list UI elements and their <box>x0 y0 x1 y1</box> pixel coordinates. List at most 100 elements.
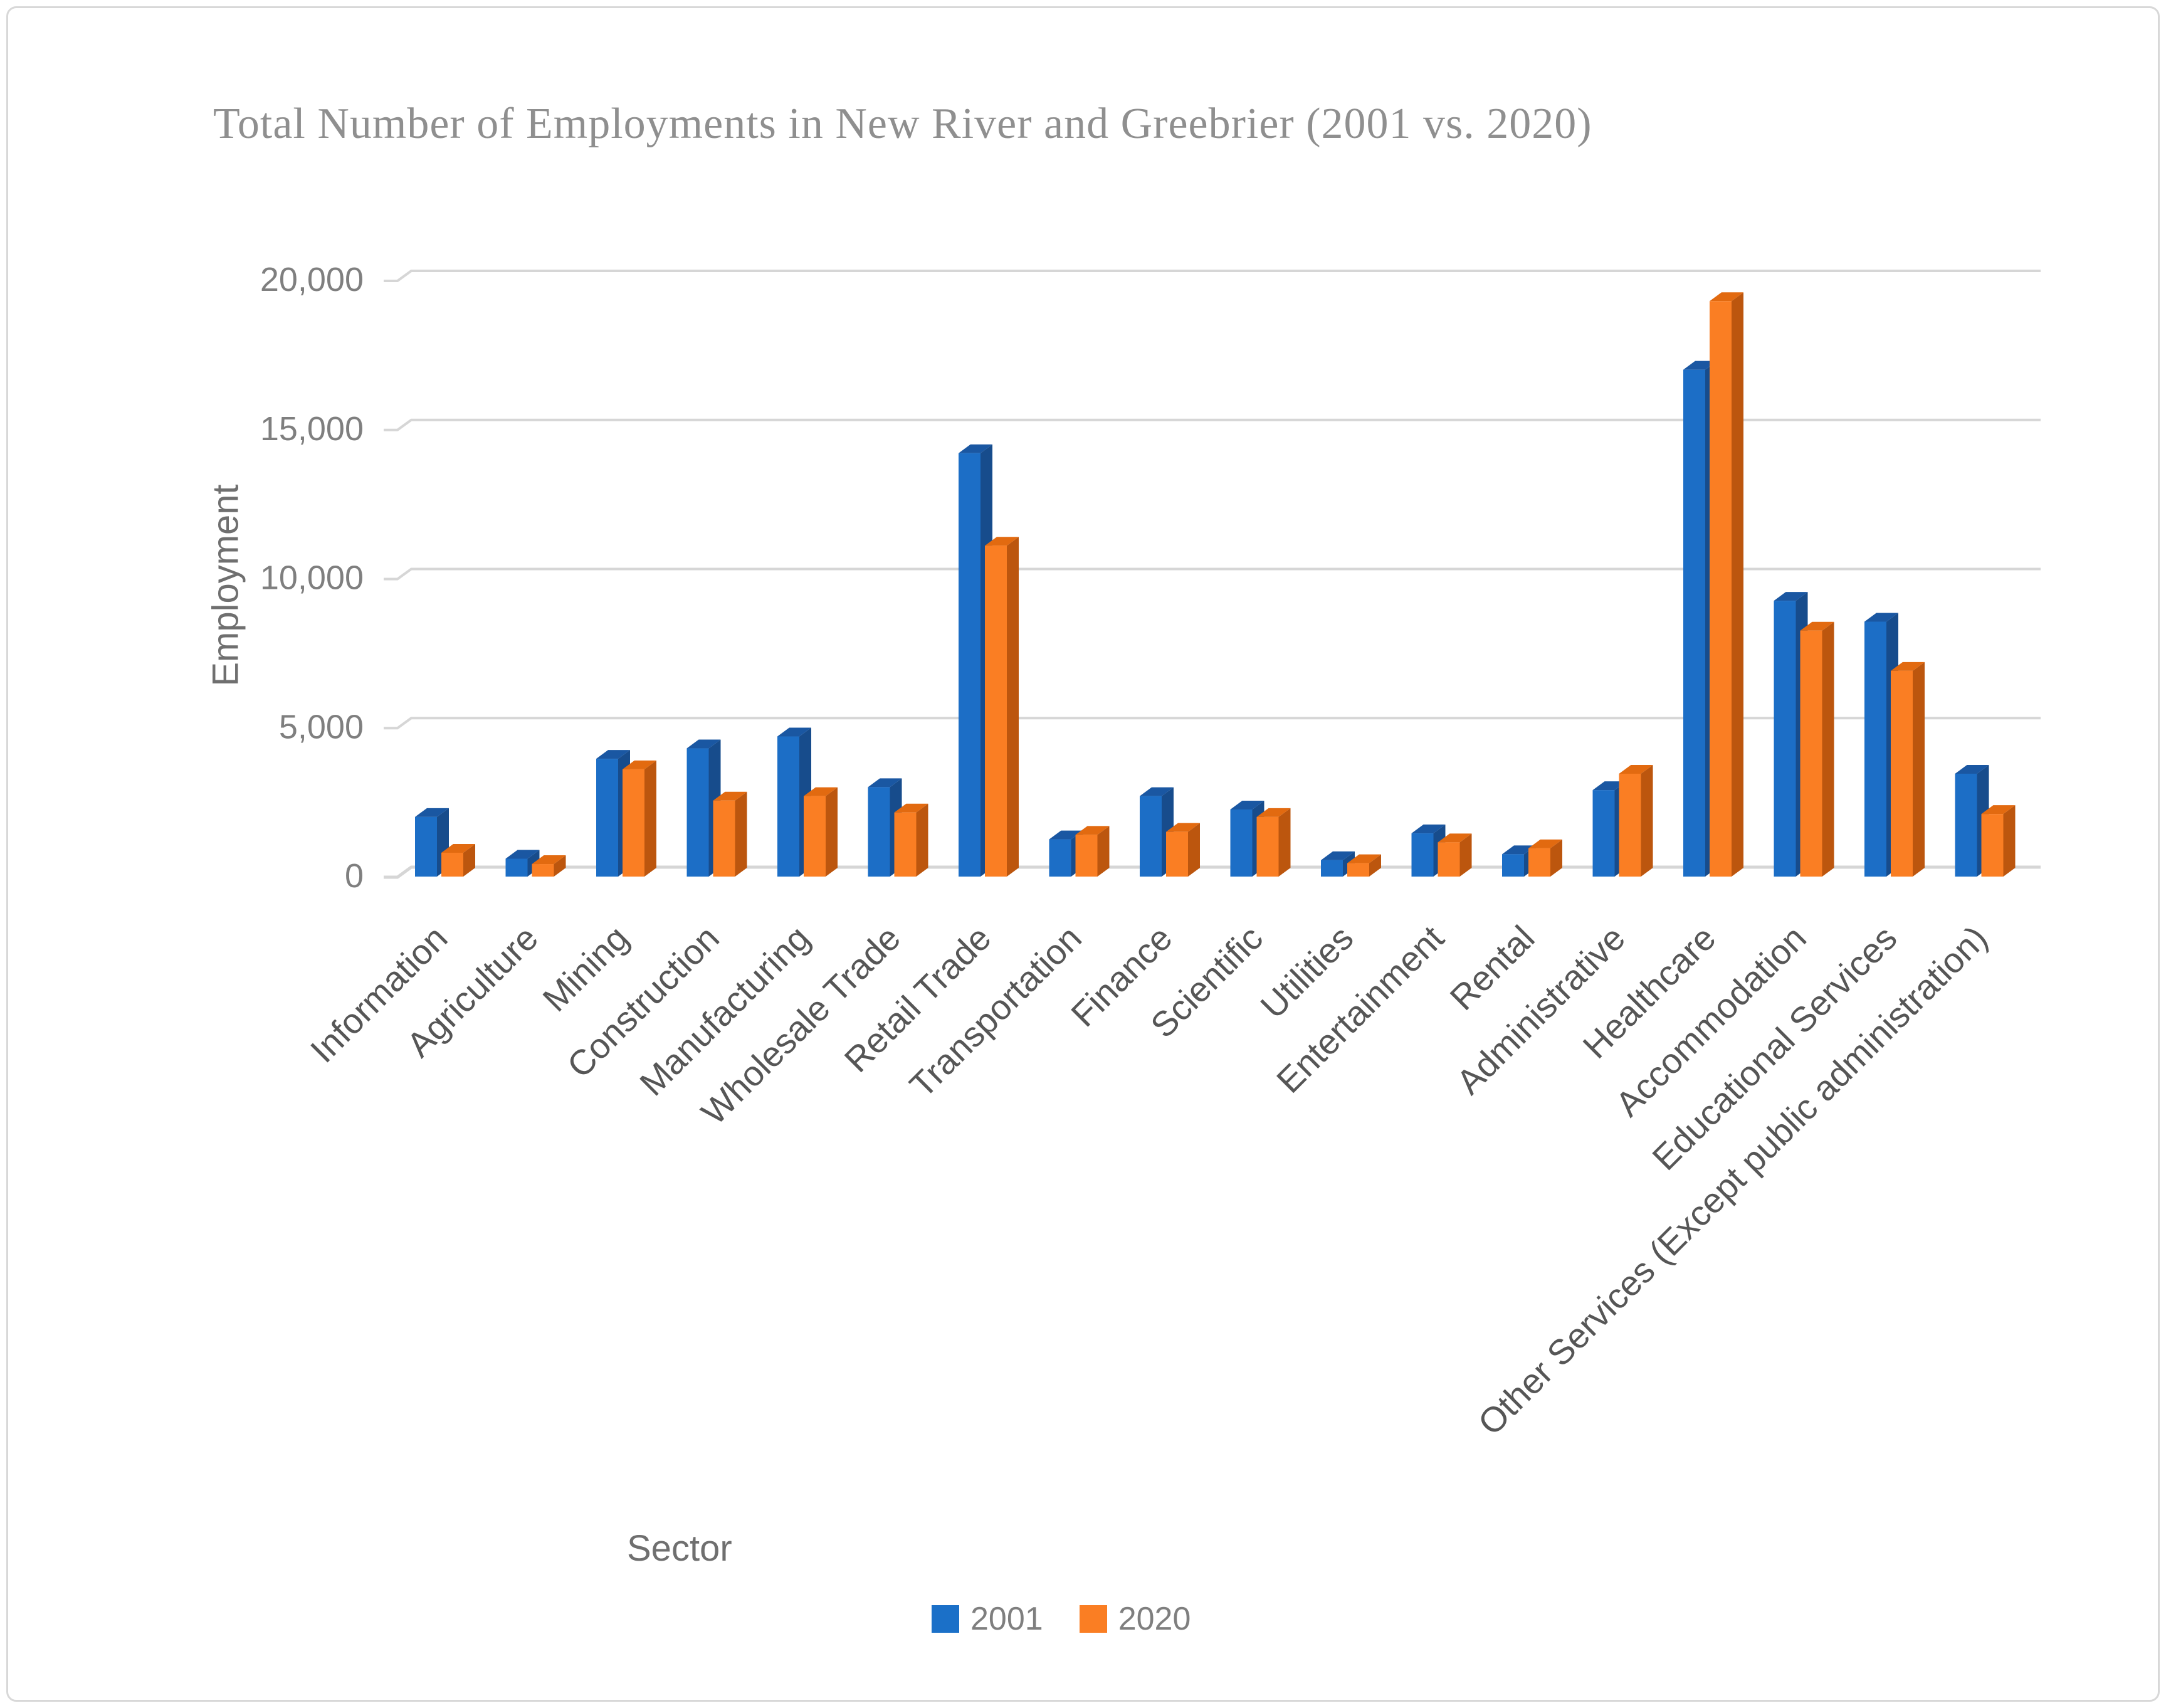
bar-2001-healthcare-top <box>1683 361 1717 370</box>
bar-2001-retail-trade <box>959 453 980 877</box>
bar-2020-mining-top <box>623 760 656 769</box>
bar-2020-information-top <box>441 843 475 853</box>
bar-2020-mining-side <box>644 760 656 877</box>
bar-2020-retail-trade <box>985 546 1007 877</box>
legend: 2001 2020 <box>932 1600 1191 1638</box>
bar-2001-other-services-except-public-administration <box>1955 773 1977 877</box>
bar-2001-agriculture <box>505 858 528 877</box>
bar-2020-other-services-except-public-administration-top <box>1981 805 2016 814</box>
gridline-10,000 <box>384 567 2041 581</box>
bar-2001-administrative <box>1592 790 1615 877</box>
bar-2001-wholesale-trade <box>868 787 890 877</box>
bar-2020-accommodation <box>1800 630 1822 877</box>
bar-2020-entertainment <box>1438 842 1460 877</box>
bar-2001-construction <box>686 748 709 877</box>
bar-2001-accommodation <box>1774 601 1796 877</box>
legend-label-2020: 2020 <box>1118 1601 1191 1637</box>
gridline-0 <box>384 865 2041 879</box>
legend-swatch-2020 <box>1079 1605 1107 1633</box>
gridline-5,000 <box>384 717 2041 730</box>
bar-2001-scientific <box>1230 809 1253 877</box>
bar-2020-entertainment-side <box>1459 833 1472 877</box>
bar-2020-utilities-top <box>1347 854 1381 863</box>
gridline-15,000 <box>384 418 2041 431</box>
bar-2001-administrative-top <box>1592 781 1627 791</box>
bar-2001-manufacturing <box>777 736 799 877</box>
bar-2020-manufacturing <box>804 796 826 877</box>
bar-2020-retail-trade-side <box>1007 537 1019 877</box>
bar-2020-utilities-side <box>1369 854 1381 877</box>
bar-2001-scientific-top <box>1230 801 1264 810</box>
bar-2020-educational-services-top <box>1891 662 1925 671</box>
bar-2001-rental-top <box>1502 845 1536 855</box>
bar-2020-entertainment-top <box>1438 833 1472 843</box>
bar-2001-retail-trade-top <box>959 444 992 453</box>
bar-2020-scientific <box>1256 816 1279 877</box>
bar-2020-scientific-side <box>1278 808 1291 877</box>
legend-label-2001: 2001 <box>970 1601 1043 1637</box>
bar-2020-wholesale-trade-side <box>916 803 928 877</box>
legend-item-2020: 2020 <box>1079 1600 1191 1638</box>
chart-outer-border <box>6 6 2160 1702</box>
y-axis-title: Employment <box>205 484 246 687</box>
bar-2001-educational-services <box>1864 621 1886 877</box>
bar-2001-mining <box>596 759 618 877</box>
y-tick-label: 20,000 <box>260 261 364 298</box>
bar-2020-rental-top <box>1528 839 1562 848</box>
bar-2020-retail-trade-top <box>985 537 1019 546</box>
bar-2020-mining <box>623 769 644 877</box>
bar-2020-information-side <box>463 843 475 877</box>
bar-2020-healthcare-top <box>1710 292 1743 302</box>
bar-2001-entertainment <box>1411 833 1434 877</box>
gridline-20,000 <box>384 270 2041 282</box>
bar-2020-manufacturing-side <box>826 787 838 877</box>
bar-2020-finance-side <box>1188 823 1200 877</box>
y-tick-label: 5,000 <box>279 708 364 746</box>
bar-2020-agriculture-top <box>532 855 566 865</box>
bar-2020-construction-side <box>735 791 747 877</box>
bar-2001-educational-services-top <box>1864 613 1898 622</box>
bar-2020-healthcare <box>1710 301 1732 877</box>
bar-2001-utilities <box>1321 860 1343 877</box>
bar-2020-transportation-top <box>1075 826 1110 835</box>
bar-2001-healthcare <box>1683 369 1705 877</box>
bar-2020-wholesale-trade <box>894 812 917 877</box>
bar-2001-entertainment-top <box>1411 825 1446 834</box>
chart-title: Total Number of Employments in New River… <box>213 100 1592 148</box>
legend-swatch-2001 <box>932 1605 959 1633</box>
bar-2020-administrative-top <box>1619 764 1653 774</box>
bar-2020-construction <box>713 800 735 877</box>
bar-2001-finance-top <box>1140 787 1174 796</box>
bar-2001-construction-top <box>686 739 721 749</box>
bar-2001-mining-top <box>596 750 630 759</box>
bar-2001-other-services-except-public-administration-top <box>1955 764 1989 774</box>
legend-item-2001: 2001 <box>932 1600 1043 1638</box>
bar-2020-agriculture-side <box>554 855 566 877</box>
bar-2020-healthcare-side <box>1732 292 1743 877</box>
bar-2020-transportation-side <box>1097 826 1110 877</box>
bar-2001-agriculture-top <box>505 850 540 859</box>
bar-2020-accommodation-side <box>1822 621 1834 877</box>
bar-2020-wholesale-trade-top <box>894 803 928 813</box>
bar-2020-finance <box>1166 831 1188 877</box>
bar-2001-utilities-top <box>1321 851 1355 860</box>
bar-2020-rental <box>1528 848 1550 877</box>
bar-2020-scientific-top <box>1256 808 1291 817</box>
bar-2020-finance-top <box>1166 823 1200 832</box>
bar-2020-rental-side <box>1550 839 1562 877</box>
bar-2020-transportation <box>1075 835 1098 877</box>
bar-2020-educational-services-side <box>1913 662 1925 877</box>
y-tick-label: 15,000 <box>260 410 364 448</box>
bar-2001-information-top <box>415 808 449 817</box>
bar-2001-finance <box>1140 796 1162 877</box>
bar-2020-utilities <box>1347 863 1369 877</box>
bar-2001-transportation-top <box>1049 830 1083 840</box>
bar-2020-educational-services <box>1891 670 1913 877</box>
bar-2020-accommodation-top <box>1800 621 1834 631</box>
bar-2020-administrative-side <box>1641 764 1653 877</box>
bar-2020-manufacturing-top <box>804 787 838 796</box>
y-tick-label: 0 <box>345 857 364 895</box>
bar-2001-accommodation-top <box>1774 592 1808 601</box>
x-axis-title: Sector <box>627 1528 732 1569</box>
